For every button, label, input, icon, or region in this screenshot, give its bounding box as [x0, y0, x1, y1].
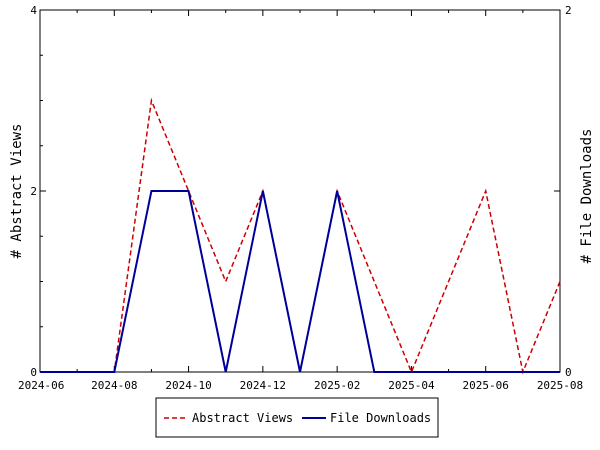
- y-right-tick-label: 2: [565, 4, 572, 17]
- x-tick-label: 2025-06: [463, 379, 509, 392]
- legend-label-abstract-views: Abstract Views: [192, 411, 293, 425]
- series-line-abstract-views: [40, 97, 561, 375]
- legend: Abstract Views File Downloads: [155, 397, 439, 438]
- legend-box: [155, 397, 439, 438]
- x-tick-label: 2025-02: [314, 379, 360, 392]
- y-axis-right-title: # File Downloads: [579, 129, 595, 264]
- x-tick-label: 2024-06: [18, 379, 64, 392]
- series-line-file-downloads: [40, 190, 560, 373]
- y-axis-left: 0 2 4: [30, 4, 46, 379]
- y-axis-right: 02: [554, 4, 572, 379]
- x-tick-label: 2024-10: [165, 379, 211, 392]
- legend-label-file-downloads: File Downloads: [330, 411, 431, 425]
- x-tick-label: 2025-08: [537, 379, 583, 392]
- y-left-tick-label: 4: [30, 4, 37, 17]
- x-tick-label: 2025-04: [388, 379, 435, 392]
- y-axis-left-title: # Abstract Views: [9, 124, 25, 259]
- x-axis: 2024-06 2024-08 2024-10 2024-12 2025-02 2025-…: [18, 10, 583, 392]
- plot-frame: [39, 9, 561, 373]
- y-right-tick-label: 0: [565, 366, 572, 379]
- x-tick-label: 2024-12: [240, 379, 286, 392]
- x-tick-label: 2024-08: [91, 379, 137, 392]
- y-left-tick-label: 0: [30, 366, 37, 379]
- series-layer: [39, 97, 561, 375]
- y-left-tick-label: 2: [30, 185, 37, 198]
